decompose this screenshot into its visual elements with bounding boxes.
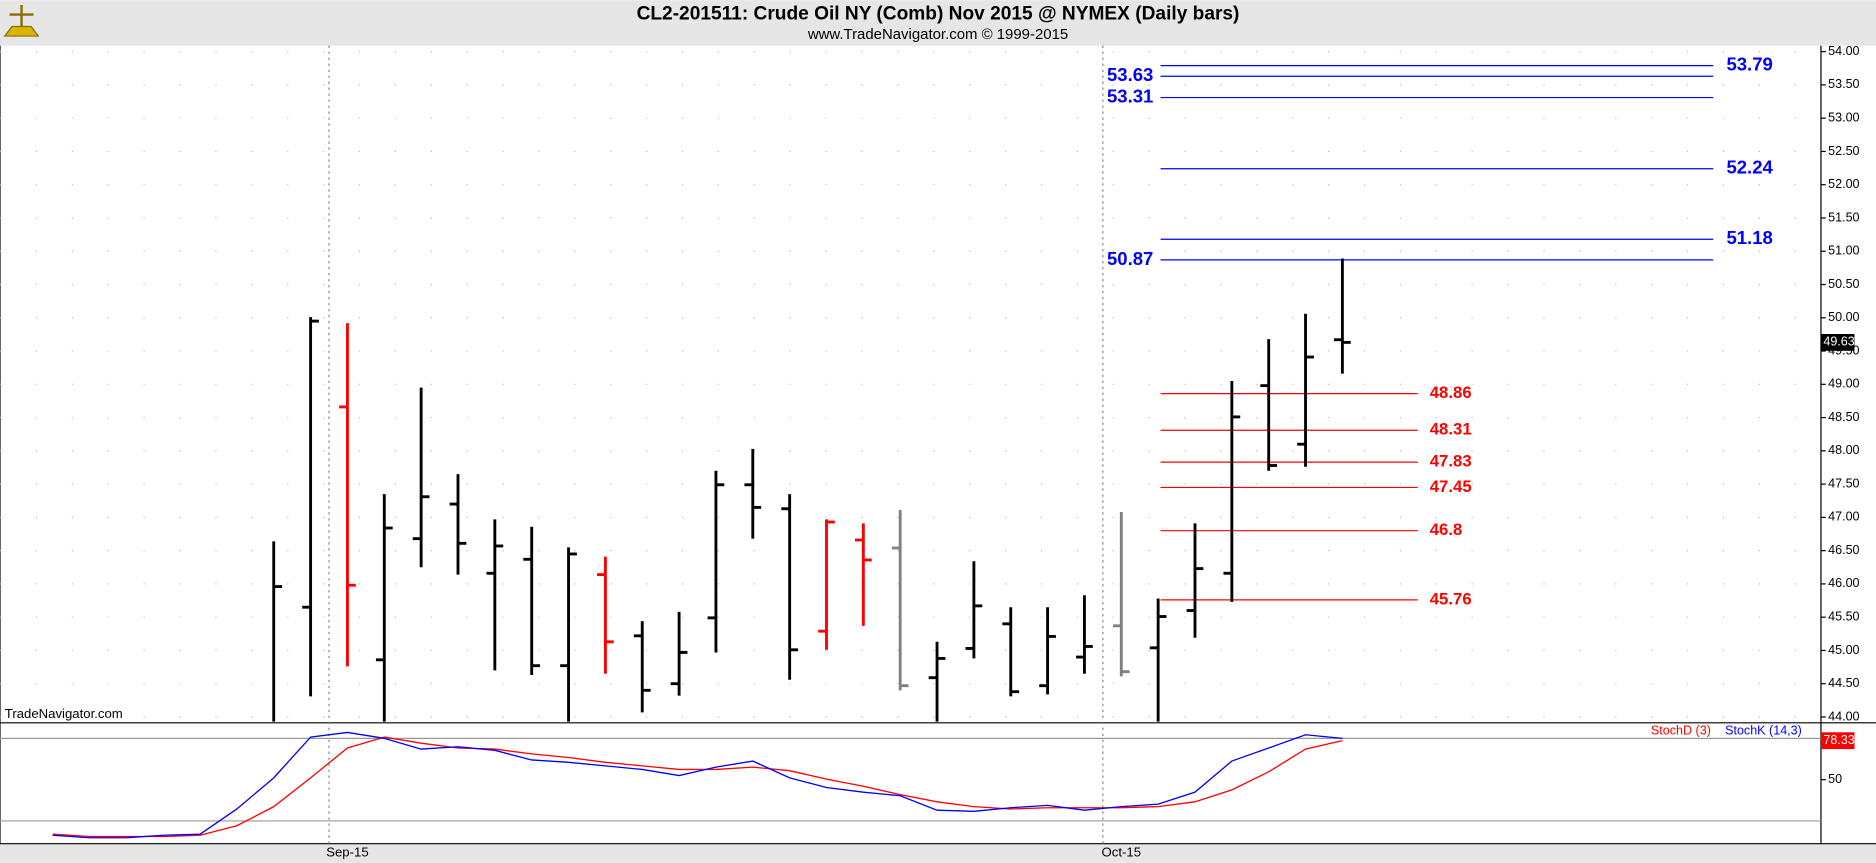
y-tick-label: 46.50 <box>1828 543 1859 557</box>
x-tick-label: Sep-15 <box>326 845 368 860</box>
header <box>0 0 1876 46</box>
chart-title: CL2-201511: Crude Oil NY (Comb) Nov 2015… <box>637 4 1240 25</box>
y-tick-label: 52.50 <box>1828 144 1859 158</box>
level-label: 50.87 <box>1107 248 1153 269</box>
y-tick-label: 51.00 <box>1828 244 1859 258</box>
legend-entry: StochK (14,3) <box>1725 724 1802 738</box>
level-label: 46.8 <box>1430 520 1463 539</box>
y-tick-label: 53.50 <box>1828 77 1859 91</box>
y-tick-label: 50 <box>1828 772 1842 786</box>
y-tick-label: 47.00 <box>1828 510 1859 524</box>
y-tick-label: 51.50 <box>1828 210 1859 224</box>
stoch-line <box>52 731 1343 839</box>
stoch-line <box>52 736 1343 838</box>
level-label: 51.18 <box>1726 227 1772 248</box>
x-axis-band <box>0 843 1876 863</box>
watermark: TradeNavigator.com <box>5 706 123 721</box>
level-label: 48.31 <box>1430 420 1472 439</box>
y-tick-label: 49.00 <box>1828 377 1859 391</box>
y-tick-label: 44.00 <box>1828 709 1859 723</box>
y-tick-label: 46.00 <box>1828 576 1859 590</box>
y-tick-label: 53.00 <box>1828 110 1859 124</box>
y-tick-label: 54.00 <box>1828 44 1859 58</box>
y-tick-label: 52.00 <box>1828 177 1859 191</box>
y-tick-label: 48.50 <box>1828 410 1859 424</box>
level-label: 53.63 <box>1107 64 1153 85</box>
last-price-label: 49.63 <box>1823 335 1854 349</box>
level-label: 53.31 <box>1107 85 1153 106</box>
y-tick-label: 48.00 <box>1828 443 1859 457</box>
level-label: 52.24 <box>1726 157 1773 178</box>
logo <box>3 4 40 37</box>
y-tick-label: 45.00 <box>1828 643 1859 657</box>
legend-entry: StochD (3) <box>1651 724 1711 738</box>
level-label: 47.83 <box>1430 452 1472 471</box>
last-value-label: 78.33 <box>1823 733 1854 747</box>
y-tick-label: 47.50 <box>1828 476 1859 490</box>
y-tick-label: 50.00 <box>1828 310 1859 324</box>
last-value-box <box>1820 732 1855 750</box>
level-label: 47.45 <box>1430 477 1472 496</box>
last-price-box <box>1820 334 1855 351</box>
y-tick-label: 50.50 <box>1828 277 1859 291</box>
level-label: 48.86 <box>1430 383 1472 402</box>
level-label: 53.79 <box>1726 54 1772 75</box>
x-tick-label: Oct-15 <box>1102 845 1141 860</box>
level-label: 45.76 <box>1430 589 1472 608</box>
bars <box>272 258 1351 722</box>
y-tick-label: 45.50 <box>1828 609 1859 623</box>
chart-subtitle: www.TradeNavigator.com © 1999-2015 <box>807 26 1068 43</box>
y-tick-label: 44.50 <box>1828 676 1859 690</box>
